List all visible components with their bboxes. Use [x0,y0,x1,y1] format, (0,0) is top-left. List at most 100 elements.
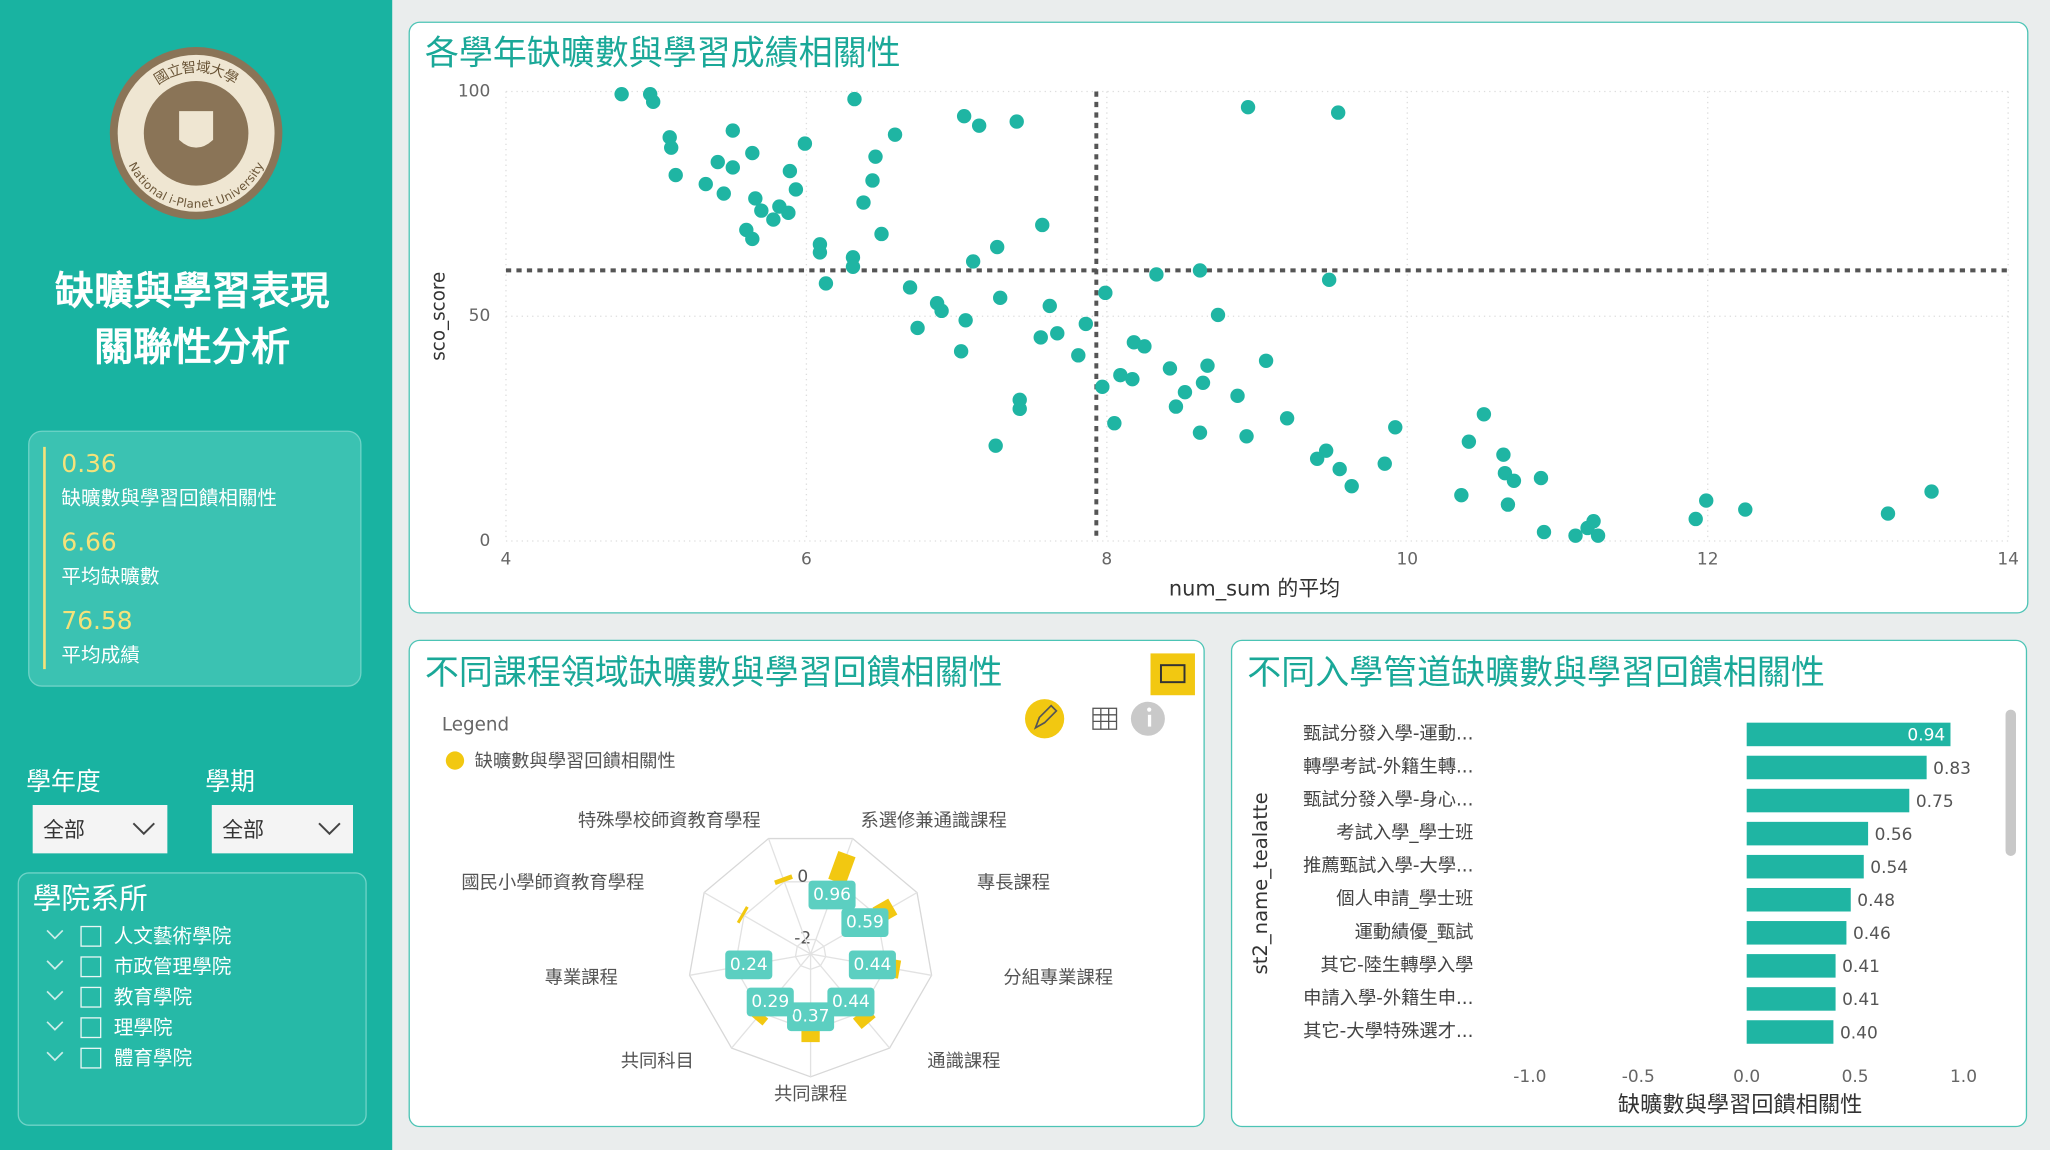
x-tick-label: 12 [1697,549,1719,569]
scatter-point [1168,399,1184,414]
dropdown[interactable] [32,805,168,854]
filter-label: 學年度 [26,767,101,796]
x-axis-label: num_sum 的平均 [1169,576,1340,600]
bar [1746,854,1864,879]
category-label: 共同課程 [774,1084,847,1105]
category-label: 甄試分發入學-身心... [1303,790,1473,811]
y-axis-label: sco_score [428,272,449,361]
category-label: 分組專業課程 [1003,967,1113,988]
value-label: 0.40 [1840,1023,1878,1043]
scatter-point [988,438,1003,453]
radial-tick-label: 0 [797,867,808,887]
expand-chevron[interactable] [46,960,64,970]
dept-filter-title: 學院系所 [33,881,148,915]
scatter-point [1279,411,1295,426]
expand-chevron[interactable] [46,1021,64,1031]
value-label: 0.75 [1916,792,1954,812]
kpi-label: 平均缺曠數 [61,565,159,588]
scatter-point [1177,385,1193,400]
dropdown-chevron [132,822,155,836]
info-glyph [1147,714,1152,727]
value-label: 0.54 [1870,858,1908,878]
scatter-point [745,145,760,161]
scatter-point [1258,353,1274,368]
scatter-point [1125,371,1140,387]
scatter-point [748,191,763,206]
category-label: 推薦甄試入學-大學... [1303,856,1473,877]
checkbox[interactable] [80,925,102,947]
scatter-point [989,239,1005,255]
category-label: 個人申請_學士班 [1336,889,1473,910]
kpi-label: 平均成績 [61,644,139,667]
category-label: 考試入學_學士班 [1336,823,1473,844]
value-label-box [808,880,856,910]
panel [1230,639,2028,1128]
value-label: 0.83 [1933,759,1971,779]
scatter-point [725,123,740,138]
value-label: 0.56 [1875,825,1913,845]
scatter-point [934,303,949,319]
checkbox[interactable] [80,1017,102,1039]
value-label: 0.29 [751,992,789,1012]
dept-filter [17,872,367,1126]
scatter-point [1230,388,1245,404]
scatter-point [782,163,798,179]
expand-chevron[interactable] [46,929,64,940]
value-label-box [827,987,875,1017]
dashboard-title: 缺曠與學習表現 [55,270,329,315]
category-label: 共同科目 [621,1051,694,1072]
scatter-point [710,154,725,170]
radar-bar [828,850,856,885]
scatter-point [1240,100,1256,115]
scatter-point [1321,272,1337,288]
category-label: 其它-陸生轉學入學 [1321,955,1474,976]
scatter-point [1192,425,1208,440]
y-tick-label: 100 [458,81,490,101]
legend-label: 缺曠數與學習回饋相關性 [475,751,676,772]
value-label: 0.59 [846,913,884,933]
checkbox[interactable] [80,1047,102,1069]
table-icon[interactable] [1092,707,1118,730]
scatter-point [781,205,796,221]
checkbox[interactable] [80,986,102,1008]
scatter-point [1192,263,1208,278]
scatter-point [1071,348,1086,363]
scatter-point [910,320,925,336]
category-label: 運動績優_甄試 [1355,922,1474,943]
expand-chevron[interactable] [46,990,64,1001]
scatter-point [818,276,834,291]
edit-icon[interactable] [1025,699,1065,739]
radar-spoke [767,838,812,955]
category-label: 專長課程 [977,872,1050,893]
x-tick-label: 1.0 [1950,1067,1977,1087]
scatter-point [958,313,973,328]
scatter-point [1050,326,1065,341]
value-label: 0.96 [813,885,851,905]
info-glyph [1147,707,1152,712]
scatter-point [1476,407,1492,422]
expand-chevron[interactable] [46,1051,64,1062]
scatter-point [645,94,661,110]
x-tick-label: 14 [1997,549,2019,569]
value-label-box [725,950,773,980]
dropdown[interactable] [211,805,353,854]
value-label: 0.46 [1853,924,1891,944]
focus-icon[interactable] [1150,653,1195,696]
radar-bar [736,906,749,924]
scatter-point [1586,514,1601,529]
scatter-point [965,254,981,269]
scatter-point [745,231,760,247]
scatter-point [1095,379,1110,395]
dashboard-title: 關聯性分析 [94,326,290,371]
dept-item: 體育學院 [114,1046,192,1069]
scrollbar[interactable] [2005,709,2017,856]
scatter-point [788,182,804,197]
dept-item: 人文藝術學院 [114,924,232,947]
checkbox[interactable] [80,956,102,978]
scatter-point [1688,511,1703,527]
edit-glyph [1033,704,1058,730]
legend-marker [445,751,465,770]
scatter-point [668,167,683,183]
category-label: 專業課程 [545,967,618,988]
